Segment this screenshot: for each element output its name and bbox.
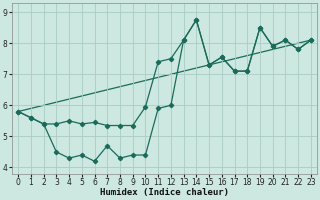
X-axis label: Humidex (Indice chaleur): Humidex (Indice chaleur) xyxy=(100,188,229,197)
